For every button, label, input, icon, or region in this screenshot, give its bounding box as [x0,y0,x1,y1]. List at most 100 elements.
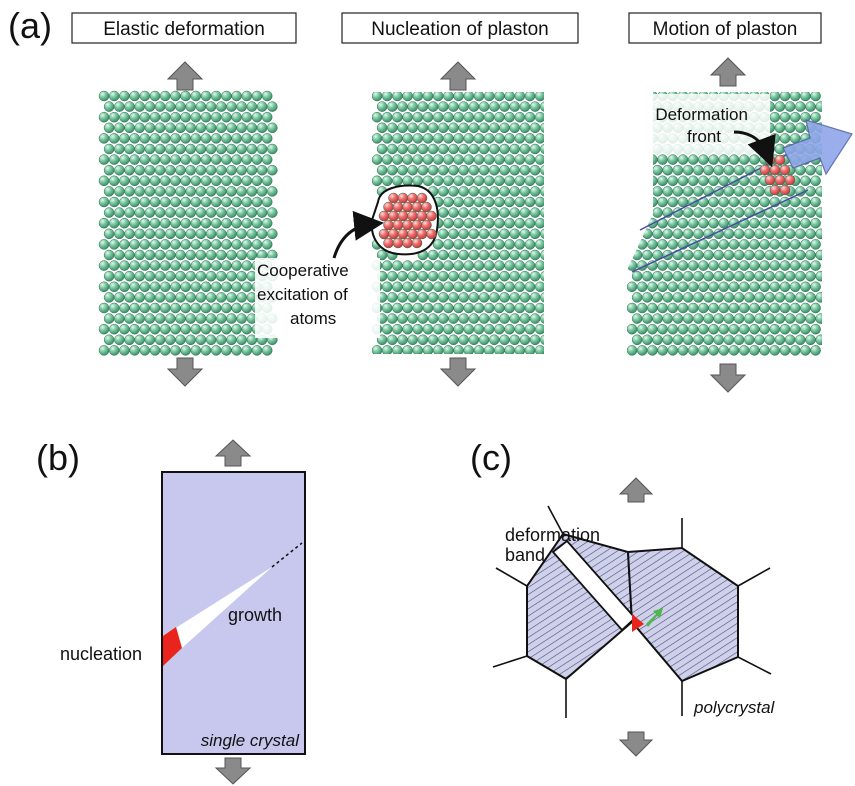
atom [631,122,643,134]
atom [175,313,186,324]
atom [407,122,418,134]
atom [221,111,232,123]
excited-atom [764,174,776,186]
atom [519,334,531,346]
atom [540,334,544,345]
atom [236,270,247,282]
atom [657,302,668,314]
atom [221,217,232,229]
atom [185,143,196,155]
atom [534,196,544,208]
atom [129,196,140,208]
atom [738,345,750,356]
atom [754,334,765,346]
atom [800,281,811,293]
atom [175,143,186,155]
atom [149,154,161,165]
atom [662,270,673,282]
atom [529,164,541,176]
atom [119,302,130,314]
atom [210,239,222,250]
atom [524,111,536,123]
atom [144,228,156,240]
atom [190,260,202,271]
atom [144,143,156,155]
atom [524,260,536,271]
atom [463,345,475,354]
atom [180,323,191,335]
atom [200,302,212,314]
atom [789,92,801,102]
title-nucleation: Nucleation of plaston [341,12,579,44]
atom [144,334,156,346]
atom [119,111,130,123]
atom [392,154,403,165]
atom [256,122,268,134]
atom [509,334,520,346]
atom [478,228,490,240]
atom [540,165,544,176]
atom [627,217,638,229]
atom [170,111,181,123]
atom [453,196,464,208]
atom [387,122,398,134]
atom [509,101,520,112]
atom [489,249,500,261]
atom [372,345,383,354]
atom [448,207,459,218]
atom [764,313,775,324]
atom [534,175,544,187]
atom [422,111,434,123]
atom [124,228,135,240]
excited-atom [388,192,399,204]
atom [267,228,278,240]
atom [256,101,268,112]
atom [210,260,222,271]
atom [789,281,801,293]
atom [504,196,515,208]
atom [216,249,227,261]
atom [698,260,709,271]
atom [489,292,500,303]
atom [205,122,217,134]
atom [769,323,781,335]
atom [251,175,263,187]
atom [190,302,202,314]
atom [534,239,544,250]
atom [129,239,140,250]
atom [657,239,668,250]
atom [473,323,485,335]
atom [723,249,735,261]
atom [662,334,673,346]
atom [524,196,536,208]
atom [417,334,429,346]
atom [682,313,694,324]
atom [540,143,544,155]
atom [800,302,811,314]
atom [175,122,186,134]
panel-c: (c) deformation band polycrystal [470,437,776,757]
atom [463,175,475,187]
atom [144,249,156,261]
atom [468,207,480,218]
atom [200,239,212,250]
atom [149,281,161,293]
atom [504,323,515,335]
atom [504,217,515,229]
atom [529,207,541,218]
atom [779,260,791,271]
atom [134,207,145,218]
atom [657,345,668,356]
atom [432,92,444,102]
atom [221,154,232,165]
atom [448,249,459,261]
atom [494,196,505,208]
atom [489,334,500,346]
atom [170,154,181,165]
atom [519,228,531,240]
atom [108,323,120,335]
atom [657,260,668,271]
excited-atom [383,201,394,213]
atom [170,175,181,187]
atom [774,101,786,112]
